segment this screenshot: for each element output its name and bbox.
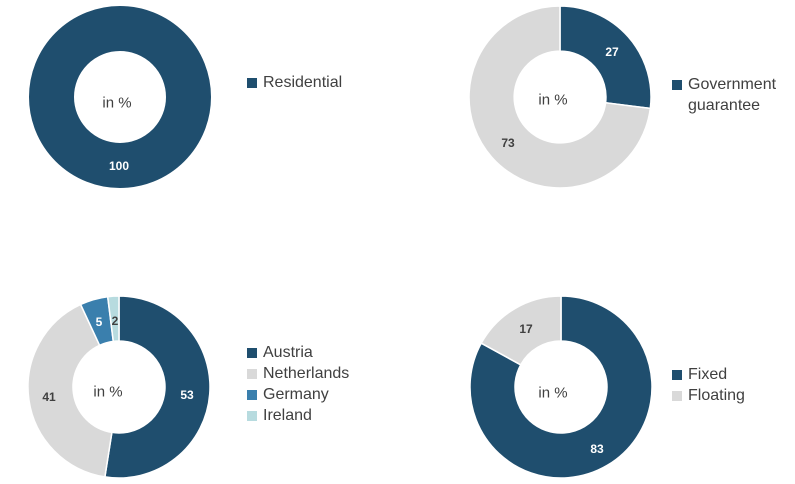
legend-label: Fixed	[688, 366, 728, 383]
data-label-ireland: 2	[111, 314, 119, 328]
legend-swatch	[247, 348, 257, 358]
legend-swatch	[672, 80, 682, 90]
legend-swatch	[247, 78, 257, 88]
donut-chart-country: in % 53 41 5 2 Austria Netherlands Germa…	[27, 295, 349, 479]
legend-label: Germany	[263, 386, 329, 403]
slice-austria	[104, 295, 211, 479]
legend-swatch	[672, 391, 682, 401]
slice-other	[468, 5, 652, 189]
slice-residential	[29, 6, 211, 188]
legend-label: Government guarantee	[688, 76, 777, 114]
data-label-other: 73	[501, 136, 515, 150]
data-label-fixed: 83	[590, 442, 604, 456]
legend-item-austria: Austria	[247, 342, 349, 363]
legend-label: Austria	[263, 344, 313, 361]
center-label: in %	[93, 383, 123, 401]
data-label-austria: 53	[180, 388, 194, 402]
legend-swatch	[672, 370, 682, 380]
data-label-germany: 5	[95, 315, 103, 329]
legend-item-ireland: Ireland	[247, 405, 349, 426]
legend-item-germany: Germany	[247, 384, 349, 405]
legend-label: Floating	[688, 387, 745, 404]
legend-item-fixed: Fixed	[672, 364, 745, 385]
legend-label: Netherlands	[263, 365, 350, 382]
donut-chart-guarantee: in % 27 73 Government guarantee	[0, 0, 795, 200]
slice-floating	[480, 295, 562, 366]
legend-label: Ireland	[263, 407, 312, 424]
data-label-netherlands: 41	[42, 390, 56, 404]
donut-svg	[468, 5, 652, 189]
donut-svg	[29, 6, 211, 188]
legend: Government guarantee	[672, 74, 776, 116]
legend-swatch	[247, 390, 257, 400]
data-label-floating: 17	[519, 322, 533, 336]
legend-item-government-guarantee: Government guarantee	[672, 74, 776, 116]
data-label-government-guarantee: 27	[605, 45, 619, 59]
legend: Residential	[247, 72, 342, 93]
legend: Austria Netherlands Germany Ireland	[247, 342, 349, 426]
legend-item-floating: Floating	[672, 385, 745, 406]
slice-fixed	[469, 295, 653, 479]
data-label-residential: 100	[108, 159, 130, 173]
center-label: in %	[538, 91, 568, 109]
donut-svg	[27, 295, 211, 479]
legend: Fixed Floating	[672, 364, 745, 406]
legend-item-netherlands: Netherlands	[247, 363, 349, 384]
slice-ireland	[106, 295, 120, 343]
center-label: in %	[538, 384, 568, 402]
legend-swatch	[247, 411, 257, 421]
slice-government-guarantee	[559, 5, 652, 110]
legend-swatch	[247, 369, 257, 379]
donut-chart-property-type: in % 100 Residential	[0, 0, 400, 200]
legend-label: Residential	[263, 74, 343, 91]
center-label: in %	[102, 94, 132, 112]
legend-item-residential: Residential	[247, 72, 342, 93]
slice-netherlands	[27, 303, 113, 478]
